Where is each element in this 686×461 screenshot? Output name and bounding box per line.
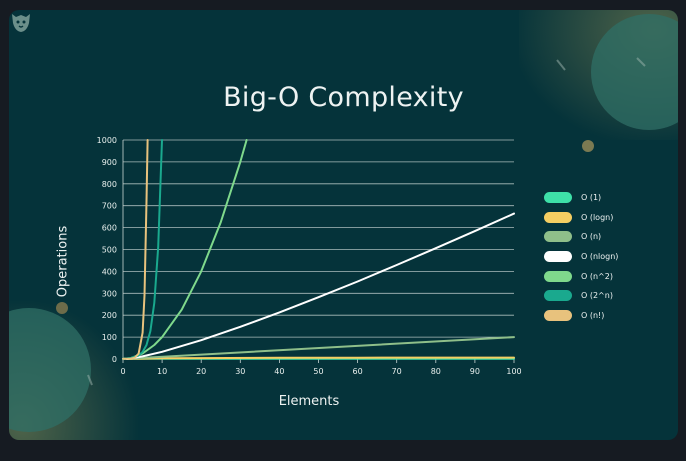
legend-swatch (544, 251, 572, 263)
x-tick-label: 30 (235, 367, 245, 376)
legend-swatch (544, 192, 572, 204)
y-tick-label: 400 (102, 267, 117, 276)
series-line-3 (125, 212, 515, 360)
legend-item: O (logn) (544, 208, 618, 228)
legend-item: O (2^n) (544, 286, 618, 306)
y-tick-label: 700 (102, 202, 117, 211)
legend-label: O (n!) (581, 310, 605, 320)
y-tick-label: 300 (102, 289, 117, 298)
plot-area: 0 100 200 300 400 500 600 700 800 900 1000 0 10 20 30 4… (97, 136, 522, 376)
legend-swatch (544, 290, 572, 302)
legend-item: O (n) (544, 227, 618, 247)
x-tick-label: 50 (313, 367, 323, 376)
x-tick-label: 0 (120, 367, 125, 376)
legend-swatch (544, 231, 572, 243)
legend-label: O (logn) (581, 212, 614, 222)
legend: O (1) O (logn) O (n) O (nlogn) O (n^2) O (2^n… (544, 188, 618, 325)
chart-title: Big-O Complexity (223, 82, 464, 113)
y-tick-label: 800 (102, 180, 117, 189)
y-tick-label: 100 (102, 333, 117, 342)
x-tick-label: 20 (196, 367, 206, 376)
y-tick-label: 500 (102, 246, 117, 255)
series-line-2 (122, 336, 515, 360)
legend-item: O (n^2) (544, 266, 618, 286)
y-tick-label: 200 (102, 311, 117, 320)
y-tick-label: 0 (112, 355, 117, 364)
legend-item: O (1) (544, 188, 618, 208)
legend-label: O (2^n) (581, 291, 613, 301)
x-tick-label: 40 (274, 367, 284, 376)
x-tick-label: 80 (431, 367, 441, 376)
legend-item: O (nlogn) (544, 247, 618, 267)
chart-card: Big-O Complexity 0 100 200 300 400 500 600 700 8… (9, 10, 678, 440)
legend-label: O (nlogn) (581, 252, 619, 262)
legend-item: O (n!) (544, 306, 618, 326)
legend-label: O (n) (581, 232, 602, 242)
y-tick-label: 1000 (97, 136, 117, 145)
x-tick-label: 10 (157, 367, 167, 376)
x-tick-label: 60 (353, 367, 363, 376)
x-axis-label: Elements (278, 394, 340, 409)
y-axis-label: Operations (55, 225, 71, 298)
x-tick-label: 70 (392, 367, 402, 376)
logo-icon (12, 14, 30, 32)
series-line-1 (125, 356, 515, 360)
legend-swatch (544, 211, 572, 223)
legend-swatch (544, 270, 572, 282)
y-tick-label: 600 (102, 224, 117, 233)
decorative-background (9, 10, 678, 440)
x-tick-label: 100 (506, 367, 521, 376)
legend-label: O (n^2) (581, 271, 613, 281)
x-tick-label: 90 (470, 367, 480, 376)
series-line-6 (122, 139, 149, 360)
legend-swatch (544, 309, 572, 321)
legend-label: O (1) (581, 193, 602, 203)
y-tick-label: 900 (102, 158, 117, 167)
